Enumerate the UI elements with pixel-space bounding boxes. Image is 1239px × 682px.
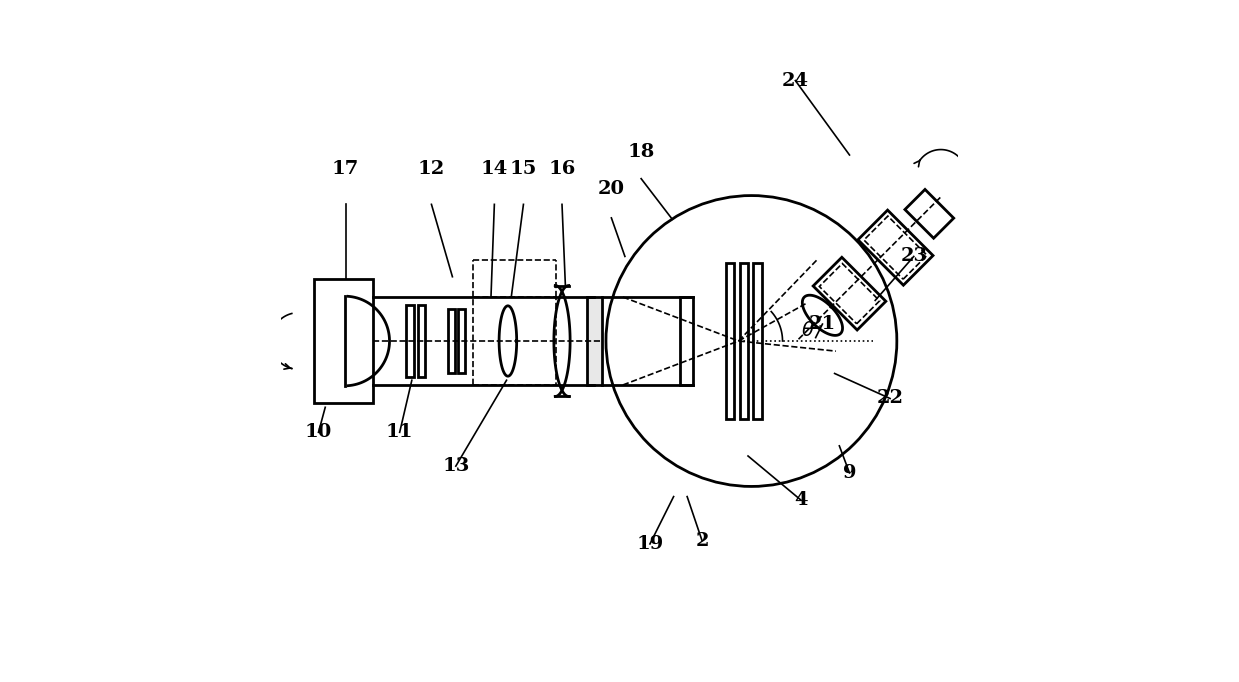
Text: 15: 15: [509, 160, 538, 177]
Bar: [753, 263, 762, 419]
Bar: [458, 309, 465, 373]
Bar: [449, 309, 455, 373]
Text: 12: 12: [418, 160, 445, 177]
Text: 13: 13: [442, 457, 470, 475]
Text: 14: 14: [481, 160, 508, 177]
Bar: [473, 297, 556, 385]
Text: 2: 2: [695, 531, 709, 550]
Bar: [313, 279, 373, 403]
Text: 23: 23: [901, 248, 927, 265]
Text: 9: 9: [843, 464, 856, 482]
Bar: [587, 297, 602, 385]
Text: 18: 18: [627, 143, 654, 160]
Text: 11: 11: [385, 424, 414, 441]
Text: $\theta$: $\theta$: [800, 321, 814, 340]
Text: 10: 10: [305, 424, 332, 441]
Text: 20: 20: [598, 180, 624, 198]
Bar: [680, 297, 693, 385]
Bar: [406, 306, 414, 376]
Bar: [740, 263, 748, 419]
Text: 17: 17: [332, 160, 359, 177]
Text: 24: 24: [782, 72, 809, 89]
Text: 4: 4: [794, 491, 808, 509]
Text: 22: 22: [876, 389, 903, 408]
Text: 16: 16: [549, 160, 576, 177]
Bar: [418, 306, 425, 376]
Text: 19: 19: [637, 535, 664, 553]
Bar: [726, 263, 735, 419]
Text: 21: 21: [809, 315, 836, 333]
